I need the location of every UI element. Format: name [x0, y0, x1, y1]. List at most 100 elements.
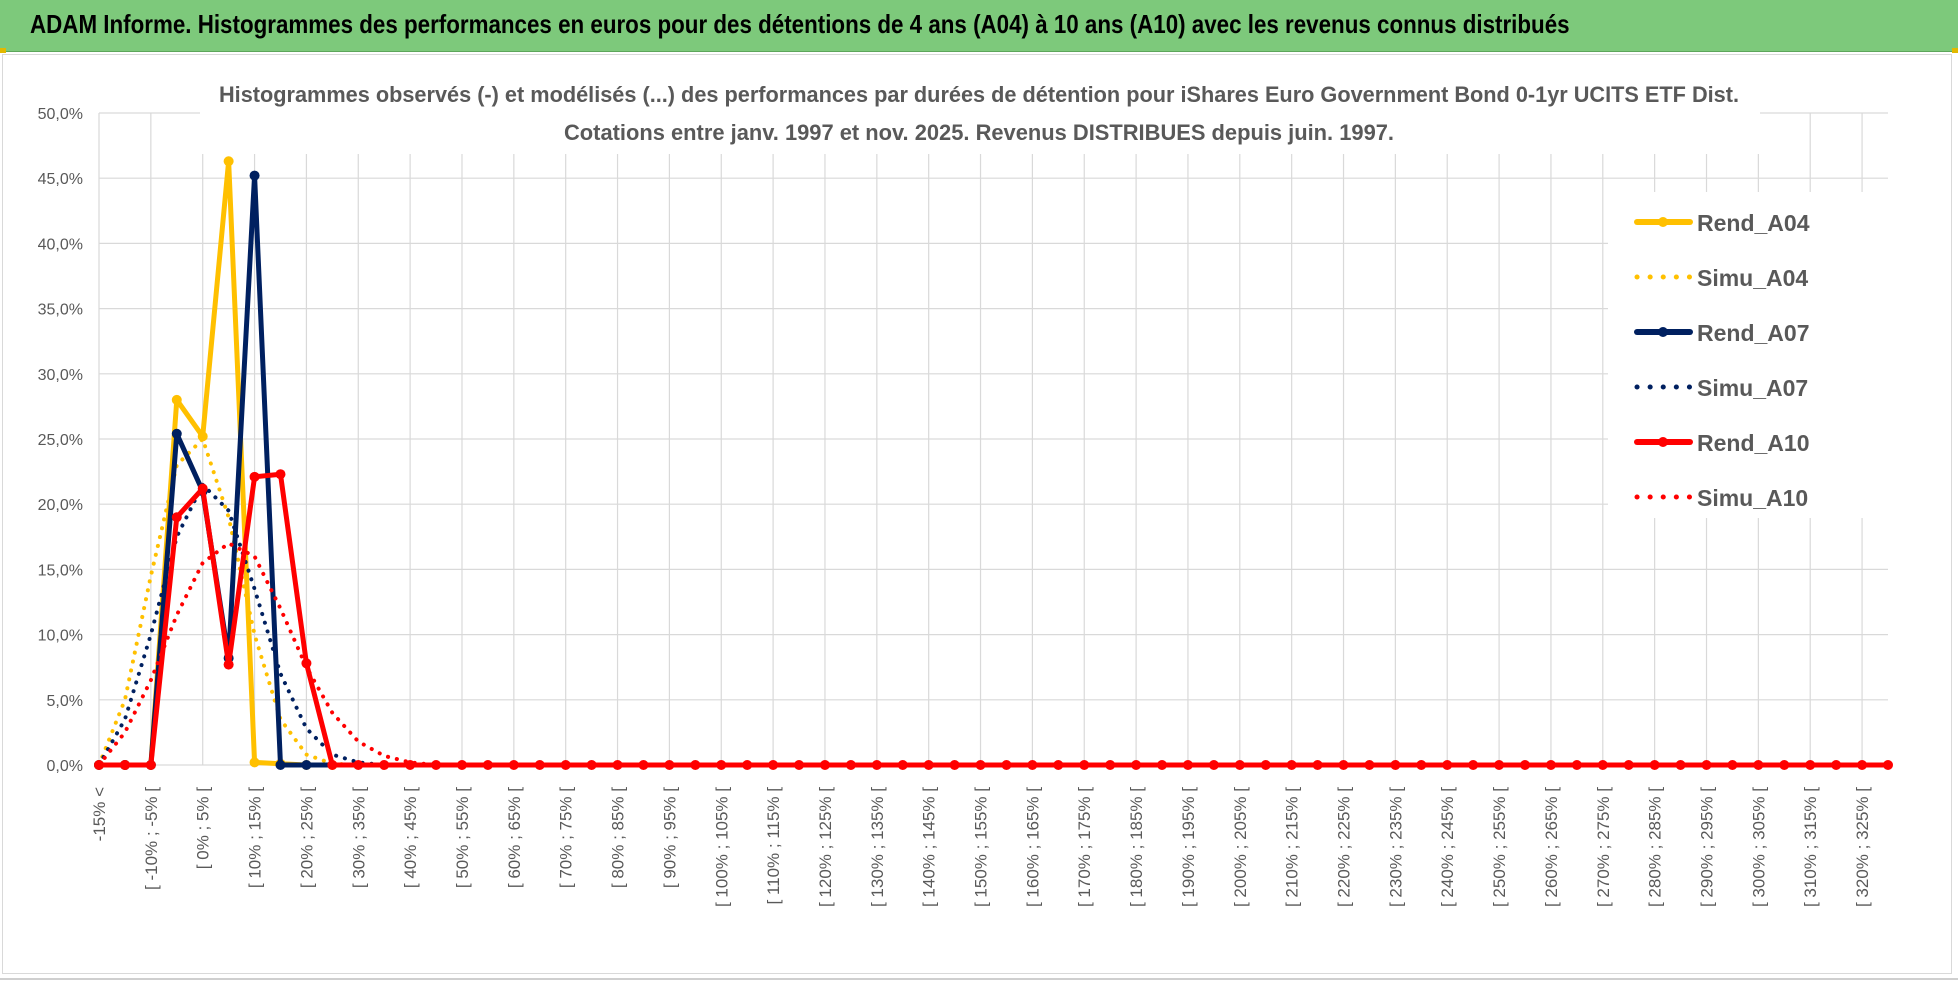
zero-marker [923, 760, 934, 770]
zero-marker [716, 760, 727, 770]
y-tick-label: 35,0% [38, 302, 83, 319]
x-tick-label: [ 270% ; 275% [ [1594, 787, 1613, 907]
zero-marker [405, 760, 416, 770]
zero-marker [742, 760, 753, 770]
legend-marker-rend_a04 [1658, 217, 1668, 227]
zero-marker [871, 760, 882, 770]
x-tick-label: [ 60% ; 65% [ [505, 787, 524, 888]
y-tick-label: 25,0% [38, 432, 83, 449]
zero-marker [1805, 760, 1816, 770]
report-banner: ADAM Informe. Histogrammes des performan… [0, 0, 1958, 52]
y-tick-label: 10,0% [38, 628, 83, 645]
y-tick-label: 0,0% [47, 758, 83, 775]
zero-marker [1286, 760, 1297, 770]
x-tick-label: [ 200% ; 205% [ [1231, 787, 1250, 907]
simu_a07-line [97, 482, 387, 767]
zero-marker [1753, 760, 1764, 770]
series-lines [94, 156, 1893, 770]
zero-marker [1312, 760, 1323, 770]
rend_a10-marker [119, 760, 130, 770]
zero-marker [1364, 760, 1375, 770]
x-tick-label: [ 110% ; 115% [ [764, 787, 783, 905]
x-tick-label: [ 310% ; 315% [ [1801, 787, 1820, 907]
y-tick-label: 15,0% [38, 562, 83, 579]
zero-marker [819, 760, 830, 770]
zero-marker [1571, 760, 1582, 770]
legend-label-simu_a07: Simu_A07 [1697, 375, 1808, 401]
title-backdrop [200, 74, 1760, 154]
bottom-divider [0, 978, 1958, 980]
x-tick-label: [ -10% ; -5% [ [142, 787, 161, 890]
legend-label-rend_a04: Rend_A04 [1697, 210, 1810, 236]
zero-marker [353, 760, 364, 770]
zero-marker [638, 760, 649, 770]
rend_a07-marker [301, 760, 312, 770]
x-tick-label: [ 170% ; 175% [ [1075, 787, 1094, 907]
x-tick-label: [ 0% ; 5% [ [194, 787, 213, 869]
zero-marker [975, 760, 986, 770]
x-tick-label: -15% < [90, 787, 109, 841]
y-tick-label: 45,0% [38, 171, 83, 188]
rend_a07-marker [171, 428, 182, 439]
x-tick-label: [ 280% ; 285% [ [1646, 787, 1665, 907]
zero-marker [664, 760, 675, 770]
x-tick-label: [ 50% ; 55% [ [453, 787, 472, 888]
zero-marker [1442, 760, 1453, 770]
x-tick-label: [ 300% ; 305% [ [1749, 787, 1768, 907]
legend-label-simu_a10: Simu_A10 [1697, 485, 1808, 511]
zero-marker [560, 760, 571, 770]
x-tick-label: [ 90% ; 95% [ [660, 787, 679, 888]
x-tick-label: [ 20% ; 25% [ [297, 787, 316, 888]
rend_a04-line [96, 158, 335, 768]
x-tick-label: [ 260% ; 265% [ [1542, 787, 1561, 907]
rend_a10-marker [249, 471, 260, 482]
zero-marker [897, 760, 908, 770]
zero-marker [1623, 760, 1634, 770]
x-tick-label: [ 230% ; 235% [ [1386, 787, 1405, 907]
zero-marker [1494, 760, 1505, 770]
zero-marker [1208, 760, 1219, 770]
x-tick-label: [ 30% ; 35% [ [349, 787, 368, 888]
chart-frame [2, 54, 1952, 974]
corner-mark-left [0, 48, 6, 53]
x-tick-label: [ 210% ; 215% [ [1283, 787, 1302, 907]
zero-marker [456, 760, 467, 770]
x-tick-label: [ 80% ; 85% [ [609, 787, 628, 888]
y-axis: 0,0% 5,0% 10,0% 15,0% 20,0% 25,0% 30,0% 35,0% 40… [38, 106, 83, 775]
zero-marker [690, 760, 701, 770]
zero-marker [1468, 760, 1479, 770]
zero-marker [379, 760, 390, 770]
rend_a10-marker [275, 469, 286, 480]
zero-marker [1727, 760, 1738, 770]
chart-title-line-1: Histogrammes observés (-) et modélisés (… [219, 82, 1739, 107]
x-tick-label: [ 120% ; 125% [ [816, 787, 835, 907]
x-tick-label: [ 190% ; 195% [ [1179, 787, 1198, 907]
simu_a10-line [97, 541, 439, 767]
zero-marker [1701, 760, 1712, 770]
legend-marker-rend_a10 [1658, 437, 1668, 447]
x-tick-label: [ 290% ; 295% [ [1698, 787, 1717, 907]
legend-label-simu_a04: Simu_A04 [1697, 265, 1808, 291]
x-tick-label: [ 140% ; 145% [ [920, 787, 939, 907]
legend: Rend_A04 Simu_A04 Rend_A07 Simu_A07 Rend_A10… [1608, 192, 1888, 518]
rend_a10-marker [145, 760, 156, 770]
gridlines [98, 112, 1888, 766]
rend_a10-marker [223, 659, 234, 670]
zero-marker [1416, 760, 1427, 770]
zero-marker [794, 760, 805, 770]
zero-marker [1779, 760, 1790, 770]
rend_a10-marker [171, 512, 182, 523]
rend_a04-marker [223, 156, 234, 167]
x-tick-label: [ 70% ; 75% [ [557, 787, 576, 888]
rend_a10-marker [327, 760, 338, 770]
rend_a07-marker [249, 170, 260, 181]
x-tick-label: [ 220% ; 225% [ [1335, 787, 1354, 907]
y-tick-label: 20,0% [38, 497, 83, 514]
zero-marker [1131, 760, 1142, 770]
x-tick-label: [ 240% ; 245% [ [1438, 787, 1457, 907]
zero-marker [1597, 760, 1608, 770]
zero-marker [482, 760, 493, 770]
simu_a04-line [97, 437, 361, 767]
y-tick-label: 5,0% [47, 693, 83, 710]
